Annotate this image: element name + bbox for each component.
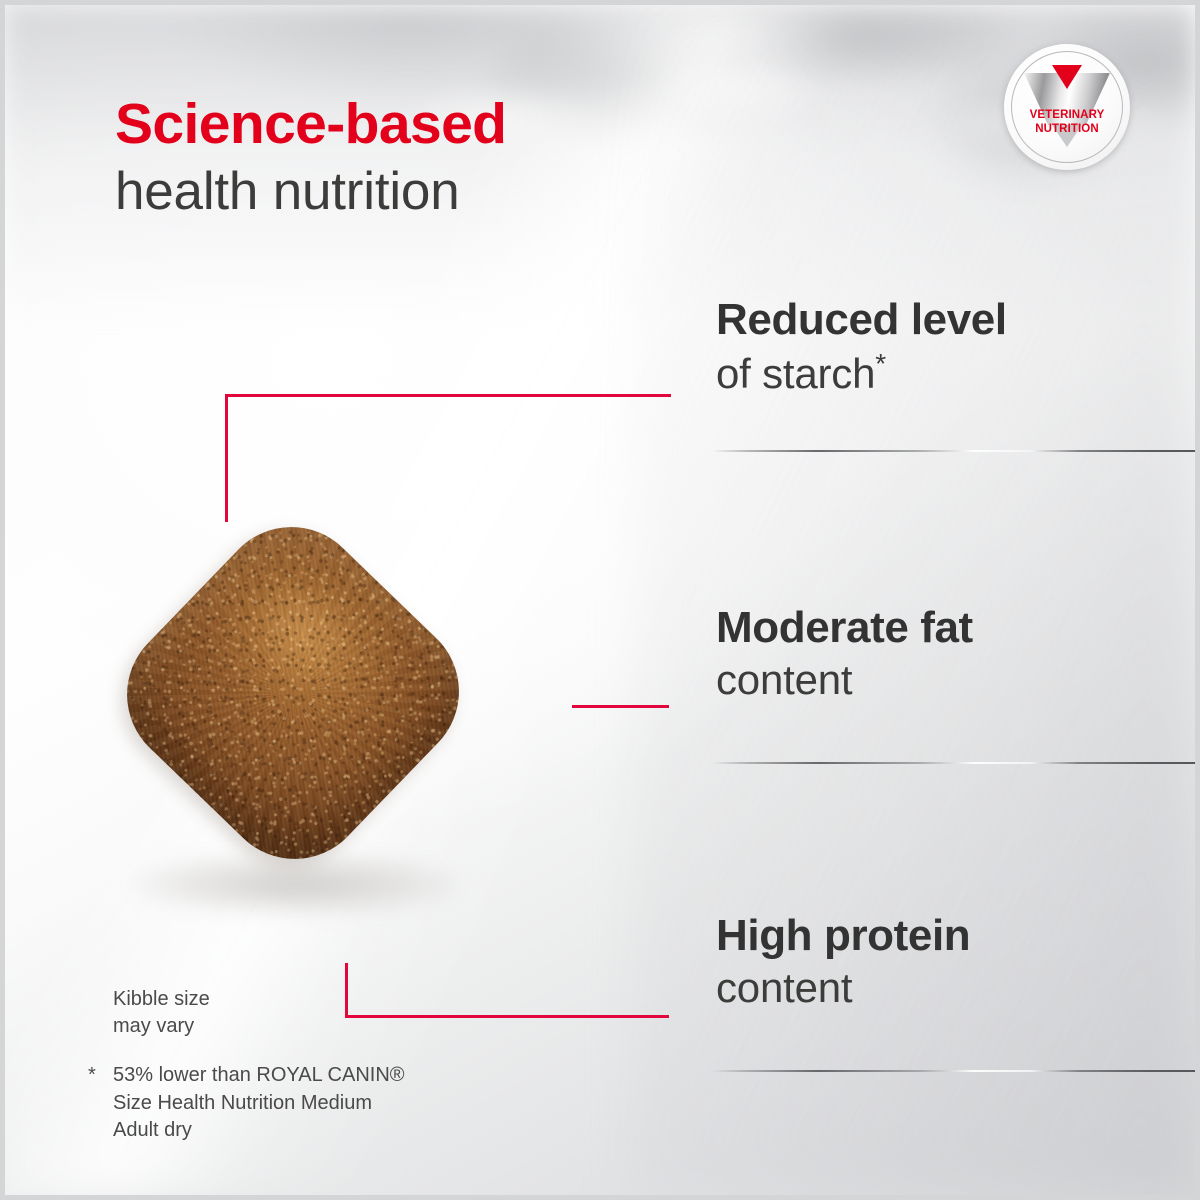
headline-line-1: Science-based (115, 92, 507, 156)
kibble-shape (96, 496, 490, 890)
headline: Science-based health nutrition (115, 92, 507, 221)
feature-high-protein: High protein content (716, 912, 1186, 1011)
footnote-star: * (88, 1064, 96, 1086)
connector-line-top-horizontal (225, 394, 671, 397)
headline-line-2: health nutrition (115, 162, 460, 221)
connector-line-middle (572, 705, 669, 708)
feature-1-asterisk: * (875, 347, 886, 379)
feature-reduced-starch: Reduced level of starch* (716, 296, 1186, 397)
feature-1-bold: Reduced level (716, 295, 1007, 344)
kibble-image (96, 496, 498, 920)
connector-line-bottom-horizontal (345, 1015, 669, 1018)
kibble-grain (96, 496, 490, 890)
kibble-caption-line-2: may vary (113, 1015, 195, 1038)
feature-1-light: of starch* (716, 348, 1186, 397)
feature-1-light-text: of starch (716, 349, 876, 397)
badge-ring (1011, 51, 1123, 163)
kibble-caption: Kibble size may vary (113, 986, 210, 1040)
kibble-caption-line-1: Kibble size (113, 988, 210, 1010)
feature-2-light: content (716, 655, 853, 703)
connector-line-top-vertical (225, 394, 228, 522)
feature-moderate-fat: Moderate fat content (716, 604, 1186, 703)
background-right-fade (635, 5, 1195, 1195)
veterinary-nutrition-badge: VETERINARY NUTRITION (1004, 44, 1130, 170)
feature-2-bold: Moderate fat (716, 603, 973, 652)
divider-3 (712, 1070, 1195, 1072)
connector-line-bottom-vertical (345, 963, 348, 1018)
feature-3-light: content (716, 963, 853, 1011)
kibble-shadow (130, 852, 460, 916)
footnote: * 53% lower than ROYAL CANIN® Size Healt… (88, 1062, 418, 1145)
footnote-text: 53% lower than ROYAL CANIN® Size Health … (113, 1064, 405, 1142)
feature-3-bold: High protein (716, 911, 971, 960)
divider-2 (712, 762, 1195, 764)
divider-1 (712, 450, 1195, 452)
